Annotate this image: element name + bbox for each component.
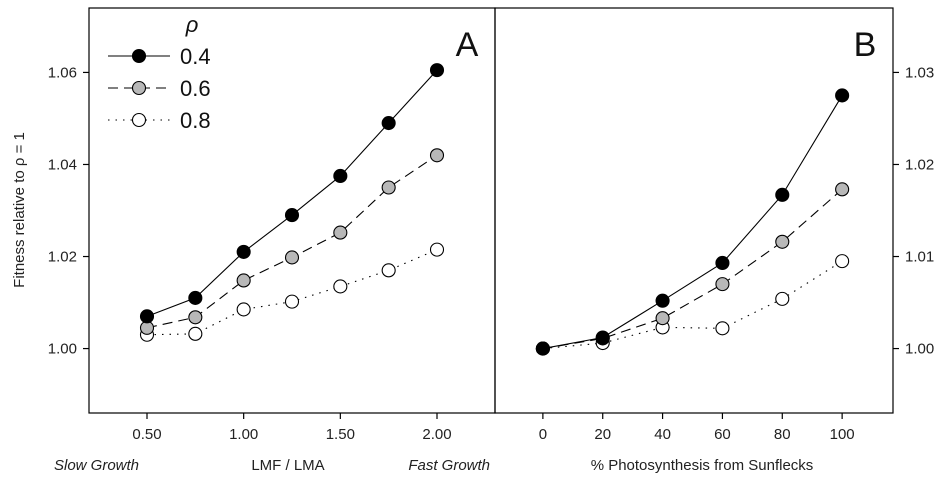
- legend-title: ρ: [185, 12, 199, 37]
- x-label-slow-growth: Slow Growth: [54, 457, 139, 474]
- plot-frame: [494, 7, 894, 414]
- data-point-0.6: [835, 182, 850, 197]
- data-point-0.8: [188, 326, 203, 341]
- data-point-0.8: [333, 279, 348, 294]
- data-point-0.4: [595, 330, 610, 345]
- data-point-0.6: [715, 277, 730, 292]
- legend-marker-0.4: [131, 48, 147, 64]
- data-point-0.8: [284, 294, 300, 309]
- panel-label: A: [456, 26, 479, 64]
- panel-label: B: [854, 26, 877, 64]
- data-point-0.6: [236, 273, 251, 288]
- x-tick-label: 2.00: [422, 426, 451, 443]
- data-point-0.4: [139, 309, 155, 324]
- data-point-0.6: [284, 250, 300, 265]
- data-point-0.8: [429, 242, 445, 257]
- data-point-0.4: [188, 290, 203, 305]
- data-point-0.4: [236, 244, 251, 259]
- data-point-0.4: [835, 88, 850, 103]
- y-tick-label: 1.00: [905, 341, 934, 358]
- y-tick-label: 1.04: [48, 156, 77, 173]
- x-tick-label: 1.00: [229, 426, 258, 443]
- data-point-0.8: [236, 302, 251, 317]
- x-tick-label: 100: [830, 426, 855, 443]
- x-tick-label: 0.50: [132, 426, 161, 443]
- y-tick-label: 1.02: [905, 156, 934, 173]
- x-tick-label: 20: [594, 426, 611, 443]
- x-tick-label: 80: [774, 426, 791, 443]
- data-point-0.6: [188, 310, 203, 325]
- x-tick-label: 0: [539, 426, 547, 443]
- data-point-0.4: [429, 63, 445, 78]
- data-point-0.8: [775, 291, 790, 306]
- legend-label-0.4: 0.4: [180, 44, 211, 69]
- data-point-0.4: [715, 255, 730, 271]
- data-point-0.4: [284, 208, 300, 223]
- data-point-0.6: [429, 148, 445, 163]
- data-point-0.6: [333, 225, 348, 240]
- series-line-0.4: [542, 95, 843, 350]
- legend-label-0.6: 0.6: [180, 76, 211, 101]
- x-label-sunflecks: % Photosynthesis from Sunflecks: [591, 457, 814, 474]
- panel-a: 0.50 1.00 1.50 2.00 1.00 1.02 1.04 1.06 Aρ 0.4 0.6…: [48, 7, 496, 443]
- y-tick-label: 1.02: [48, 249, 77, 266]
- data-point-0.8: [715, 321, 730, 336]
- x-tick-label: 1.50: [326, 426, 355, 443]
- data-point-0.6: [775, 234, 790, 249]
- x-tick-label: 60: [714, 426, 731, 443]
- panel-b: 0 20 40 60 80 100 1.00 1.01 1.02 1.03 B: [494, 7, 934, 443]
- y-tick-label: 1.00: [48, 341, 77, 358]
- data-point-0.4: [655, 293, 670, 308]
- legend-marker-0.8: [131, 112, 147, 128]
- data-point-0.6: [655, 311, 670, 326]
- data-point-0.4: [775, 187, 790, 202]
- legend-marker-0.6: [131, 80, 147, 96]
- y-axis-label: Fitness relative to ρ = 1: [11, 132, 28, 288]
- y-tick-label: 1.01: [905, 249, 934, 266]
- data-point-0.4: [535, 341, 550, 356]
- data-point-0.4: [333, 168, 348, 184]
- data-point-0.6: [381, 180, 396, 195]
- x-label-lmf-lma: LMF / LMA: [251, 457, 324, 474]
- x-label-fast-growth: Fast Growth: [408, 457, 490, 474]
- series-line-0.6: [542, 188, 843, 350]
- data-point-0.8: [835, 254, 850, 269]
- data-point-0.8: [381, 263, 396, 278]
- y-tick-label: 1.03: [905, 64, 934, 81]
- legend: ρ 0.4 0.6 0.8: [108, 12, 211, 133]
- data-point-0.4: [381, 116, 396, 131]
- y-tick-label: 1.06: [48, 64, 77, 81]
- x-tick-label: 40: [654, 426, 671, 443]
- legend-label-0.8: 0.8: [180, 108, 211, 133]
